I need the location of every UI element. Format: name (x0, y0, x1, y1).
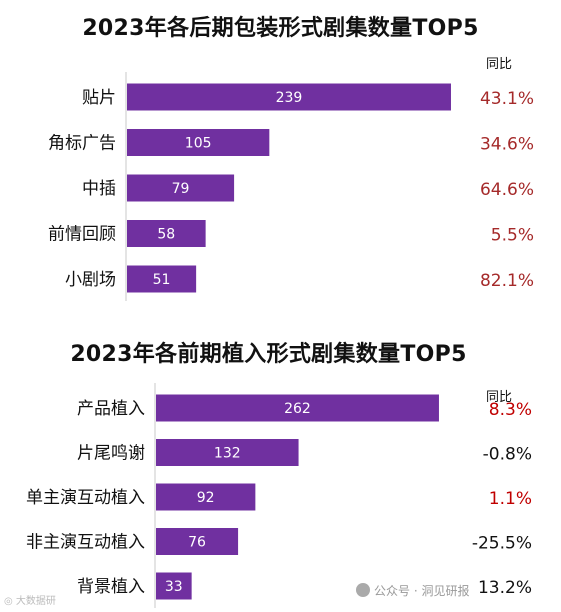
chart2-bar-4 (156, 572, 192, 600)
chart2-bar-value-0: 262 (284, 401, 311, 417)
chart2-yoy-value-3: -25.5% (472, 534, 532, 554)
chart1-bar-1 (127, 129, 270, 156)
chart2-category-label-4: 背景植入 (77, 577, 145, 597)
chart2-category-label-0: 产品植入 (77, 399, 145, 419)
chart2-yoy-value-1: -0.8% (483, 445, 532, 465)
chart1-bar-2 (127, 174, 235, 202)
watermark-right-text: 公众号 · 洞见研报 (374, 584, 470, 598)
chart2-category-label-3: 非主演互动植入 (26, 533, 145, 553)
chart2-bar-2 (156, 483, 256, 511)
chart2-yoy-value-0: 8.3% (489, 400, 532, 420)
chart2-bar-value-2: 92 (197, 490, 215, 506)
chart2-yoy-value-4: 13.2% (478, 578, 532, 598)
chart1-yoy-header: 同比 (486, 57, 513, 72)
chart2-category-label-2: 单主演互动植入 (26, 488, 145, 508)
chart2-title: 2023年各前期植入形式剧集数量TOP5 (70, 342, 467, 367)
chart2-yoy-value-2: 1.1% (489, 489, 532, 509)
chart1-bar-value-2: 79 (172, 181, 190, 197)
watermark-right: 公众号 · 洞见研报 (356, 582, 470, 599)
chart1-bar-3 (127, 220, 206, 247)
chart1-yoy-value-2: 64.6% (480, 180, 534, 200)
chart1-category-label-3: 前情回顾 (48, 225, 116, 245)
chart2-yoy-header: 同比 (486, 390, 513, 405)
chart2-bar-value-4: 33 (165, 579, 183, 595)
chart2-category-label-1: 片尾鸣谢 (77, 444, 145, 464)
chart1-bar-4 (127, 265, 197, 293)
chart1-category-label-2: 中插 (82, 179, 116, 199)
chart1-bar-value-1: 105 (185, 136, 212, 152)
chart1-yoy-value-1: 34.6% (480, 135, 534, 155)
chart1-yoy-value-0: 43.1% (480, 89, 534, 109)
wechat-icon (356, 583, 370, 597)
chart1-title: 2023年各后期包装形式剧集数量TOP5 (82, 16, 479, 41)
chart1-category-label-4: 小剧场 (65, 270, 116, 290)
chart1-yoy-value-4: 82.1% (480, 271, 534, 291)
chart1-bar-value-0: 239 (276, 90, 303, 106)
chart2-bar-3 (156, 528, 239, 555)
chart1-bar-value-3: 58 (157, 227, 175, 243)
chart2-bar-value-1: 132 (214, 446, 241, 462)
chart1-yoy-value-3: 5.5% (491, 226, 534, 246)
chart2-bar-value-3: 76 (188, 535, 206, 551)
chart2-bar-0 (156, 394, 439, 422)
watermark-left: ◎ 大数据研 (4, 596, 56, 607)
chart1-category-label-0: 贴片 (82, 88, 116, 108)
chart2-bar-1 (156, 439, 299, 466)
chart1-bar-0 (127, 83, 451, 111)
chart1-bar-value-4: 51 (153, 272, 171, 288)
chart1-category-label-1: 角标广告 (48, 134, 116, 154)
